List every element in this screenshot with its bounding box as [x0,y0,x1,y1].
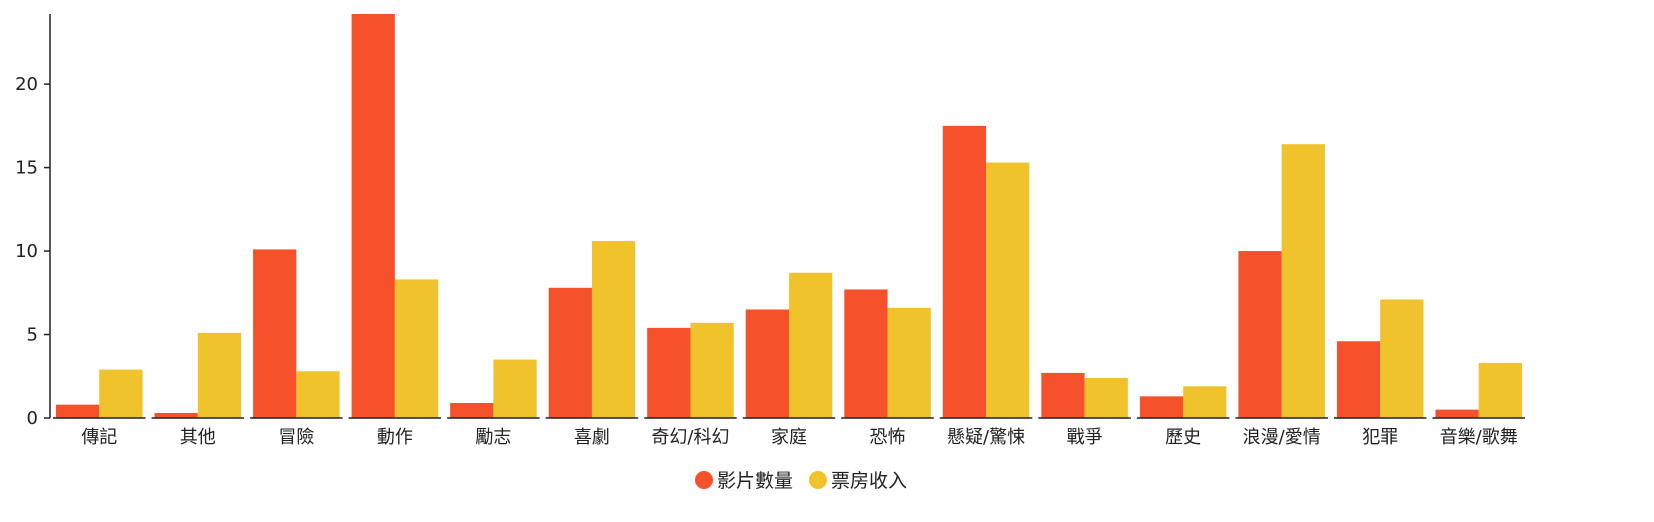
bar-count-7[interactable] [745,309,789,418]
x-tick-label-2: 冒險 [278,427,314,448]
bar-revenue-13[interactable] [1380,299,1424,418]
bar-count-5[interactable] [548,287,592,418]
bar-revenue-1[interactable] [197,332,242,418]
bar-revenue-8[interactable] [887,307,931,418]
bar-count-6[interactable] [647,327,691,418]
legend-label-0: 影片數量 [717,470,793,492]
bar-revenue-0[interactable] [99,369,143,418]
x-tick-label-5: 喜劇 [574,427,610,448]
bar-revenue-4[interactable] [493,359,537,418]
x-tick-label-9: 懸疑/驚悚 [947,427,1025,448]
bar-count-10[interactable] [1041,372,1085,418]
bar-count-1[interactable] [154,412,198,418]
legend-swatch-0 [695,471,713,489]
bar-revenue-5[interactable] [591,241,636,418]
bar-revenue-7[interactable] [789,272,833,418]
y-tick-label-3: 15 [15,158,38,179]
bar-count-9[interactable] [942,125,987,418]
bar-count-14[interactable] [1435,409,1479,418]
y-axis: 0 5 10 15 20 [15,14,51,429]
x-tick-label-14: 音樂/歌舞 [1440,427,1518,448]
y-tick-label-0: 0 [27,408,38,429]
legend: 影片數量 票房收入 [695,470,907,492]
bar-revenue-9[interactable] [986,162,1030,418]
bar-revenue-12[interactable] [1281,144,1325,418]
bar-count-0[interactable] [56,404,100,418]
x-tick-label-10: 戰爭 [1067,427,1103,448]
bar-count-2[interactable] [253,249,297,418]
x-tick-label-13: 犯罪 [1362,427,1398,448]
legend-swatch-1 [809,471,827,489]
x-tick-label-0: 傳記 [81,427,117,448]
bar-revenue-6[interactable] [690,322,734,418]
x-tick-label-6: 奇幻/科幻 [651,427,729,448]
bar-revenue-3[interactable] [394,279,439,418]
x-tick-label-3: 動作 [377,427,413,448]
y-tick-label-4: 20 [15,74,38,95]
bar-revenue-2[interactable] [296,371,340,418]
bars-layer [56,14,1522,418]
legend-label-1: 票房收入 [831,470,907,492]
bar-count-12[interactable] [1238,251,1282,418]
bar-revenue-14[interactable] [1478,362,1522,418]
bar-count-11[interactable] [1139,396,1184,418]
bar-revenue-10[interactable] [1084,377,1128,418]
x-tick-label-7: 家庭 [771,427,807,448]
x-tick-label-11: 歷史 [1165,427,1201,448]
bar-count-4[interactable] [450,402,494,418]
x-tick-label-4: 勵志 [475,427,511,448]
x-tick-label-12: 浪漫/愛情 [1243,427,1321,448]
x-tick-label-1: 其他 [180,427,216,448]
bar-count-3[interactable] [351,14,395,418]
x-tick-label-8: 恐怖 [870,427,906,448]
y-tick-label-1: 5 [27,325,38,346]
bar-revenue-11[interactable] [1183,386,1227,418]
y-tick-label-2: 10 [15,241,38,262]
x-axis: 傳記 其他 冒險 動作 勵志 喜劇 奇幻/科幻 家庭 恐怖 懸疑/驚悚 戰爭 歷史 浪漫/愛情 犯罪 音樂/… [53,417,1525,448]
bar-count-13[interactable] [1336,341,1381,418]
bar-count-8[interactable] [844,289,888,418]
